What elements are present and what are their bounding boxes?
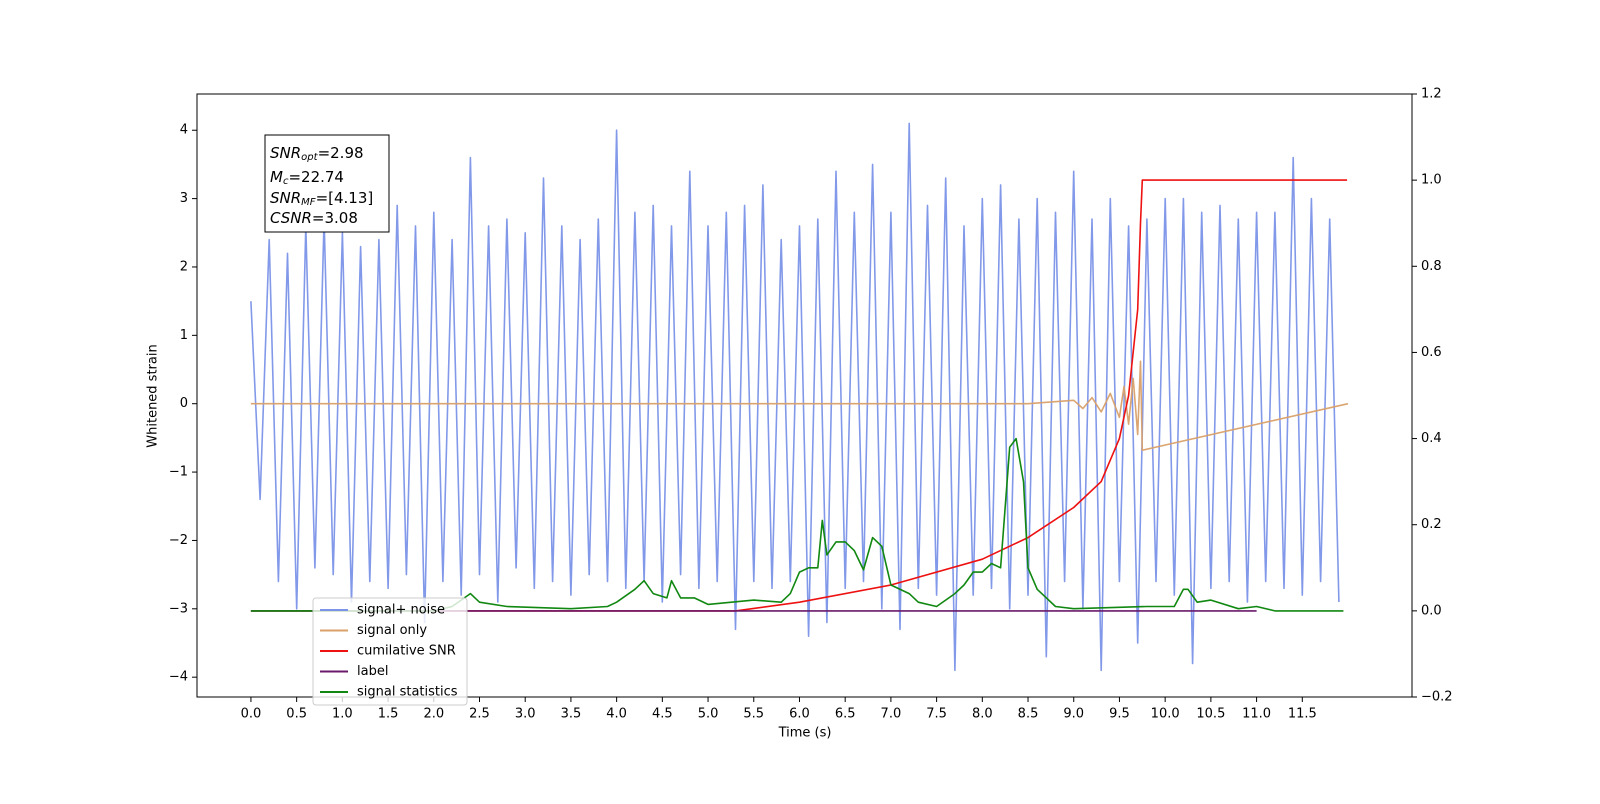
x-tick-label: 3.0 <box>515 707 536 722</box>
legend-label: signal+ noise <box>357 603 445 618</box>
y-tick-label: 3 <box>180 191 188 206</box>
x-tick-label: 0.0 <box>241 707 262 722</box>
x-tick-label: 5.0 <box>698 707 719 722</box>
x-tick-label: 6.5 <box>835 707 856 722</box>
y-tick-label: 0 <box>180 396 188 411</box>
annotation-subscript: MF <box>301 197 316 208</box>
annotation-box <box>264 134 390 233</box>
annotation-value: =22.74 <box>288 168 344 186</box>
legend-box <box>312 597 468 706</box>
x-tick-label: 10.0 <box>1151 707 1180 722</box>
series-line <box>250 122 1340 672</box>
y-tick-label: 1 <box>180 328 188 343</box>
series-line <box>250 179 1348 612</box>
x-tick-label: 11.0 <box>1242 707 1271 722</box>
y-tick-label: −2 <box>169 533 188 548</box>
y2-tick-label: 1.0 <box>1421 173 1442 188</box>
y2-tick-label: 0.2 <box>1421 517 1442 532</box>
plot-frame <box>196 93 1413 698</box>
annotation-line: SNRMF=[4.13] <box>270 189 373 209</box>
annotation-line: SNRopt=2.98 <box>270 144 364 164</box>
annotation-value: =2.98 <box>318 144 364 162</box>
x-tick-label: 6.0 <box>789 707 810 722</box>
annotation-line: Mc=22.74 <box>270 168 344 188</box>
x-tick-label: 9.0 <box>1063 707 1084 722</box>
legend-label: label <box>357 664 388 679</box>
x-tick-label: 4.0 <box>606 707 627 722</box>
x-tick-label: 10.5 <box>1196 707 1225 722</box>
y2-tick-label: 0.4 <box>1421 431 1442 446</box>
annotation-symbol: M <box>270 168 283 186</box>
x-tick-label: 2.5 <box>469 707 490 722</box>
x-tick-label: 2.0 <box>423 707 444 722</box>
x-tick-label: 11.5 <box>1288 707 1317 722</box>
x-tick-label: 0.5 <box>286 707 307 722</box>
annotation-value: =[4.13] <box>316 189 374 207</box>
x-axis-label: Time (s) <box>778 726 832 741</box>
x-tick-label: 5.5 <box>743 707 764 722</box>
y-tick-label: −4 <box>169 670 188 685</box>
series-line <box>250 360 1349 451</box>
series-line <box>250 437 1344 612</box>
y-tick-label: −1 <box>169 465 188 480</box>
y-tick-label: 2 <box>180 259 188 274</box>
x-tick-label: 7.0 <box>881 707 902 722</box>
x-tick-label: 1.5 <box>378 707 399 722</box>
y2-tick-label: 0.0 <box>1421 603 1442 618</box>
y2-tick-label: 0.6 <box>1421 345 1442 360</box>
x-tick-label: 7.5 <box>926 707 947 722</box>
y2-tick-label: 1.2 <box>1421 87 1442 102</box>
x-tick-label: 8.0 <box>972 707 993 722</box>
legend-label: cumilative SNR <box>357 644 456 659</box>
annotation-line: CSNR=3.08 <box>270 209 358 227</box>
annotation-symbol: SNR <box>270 189 301 207</box>
annotation-symbol: SNR <box>270 144 301 162</box>
x-tick-label: 8.5 <box>1018 707 1039 722</box>
y2-tick-label: −0.2 <box>1421 690 1453 705</box>
annotation-subscript: c <box>283 176 289 187</box>
x-tick-label: 9.5 <box>1109 707 1130 722</box>
x-tick-label: 4.5 <box>652 707 673 722</box>
legend: signal+ noise signal only cumilative SNR la… <box>312 597 468 706</box>
y-tick-label: −3 <box>169 601 188 616</box>
legend-label: signal statistics <box>357 685 458 700</box>
y-axis-label: Whitened strain <box>146 344 161 447</box>
y-tick-label: 4 <box>180 123 188 138</box>
annotation-subscript: opt <box>301 152 318 163</box>
annotation-symbol: CSNR <box>270 209 312 227</box>
x-tick-label: 1.0 <box>332 707 353 722</box>
y2-tick-label: 0.8 <box>1421 259 1442 274</box>
x-tick-label: 3.5 <box>561 707 582 722</box>
annotation-value: =3.08 <box>312 209 358 227</box>
legend-label: signal only <box>357 623 427 638</box>
